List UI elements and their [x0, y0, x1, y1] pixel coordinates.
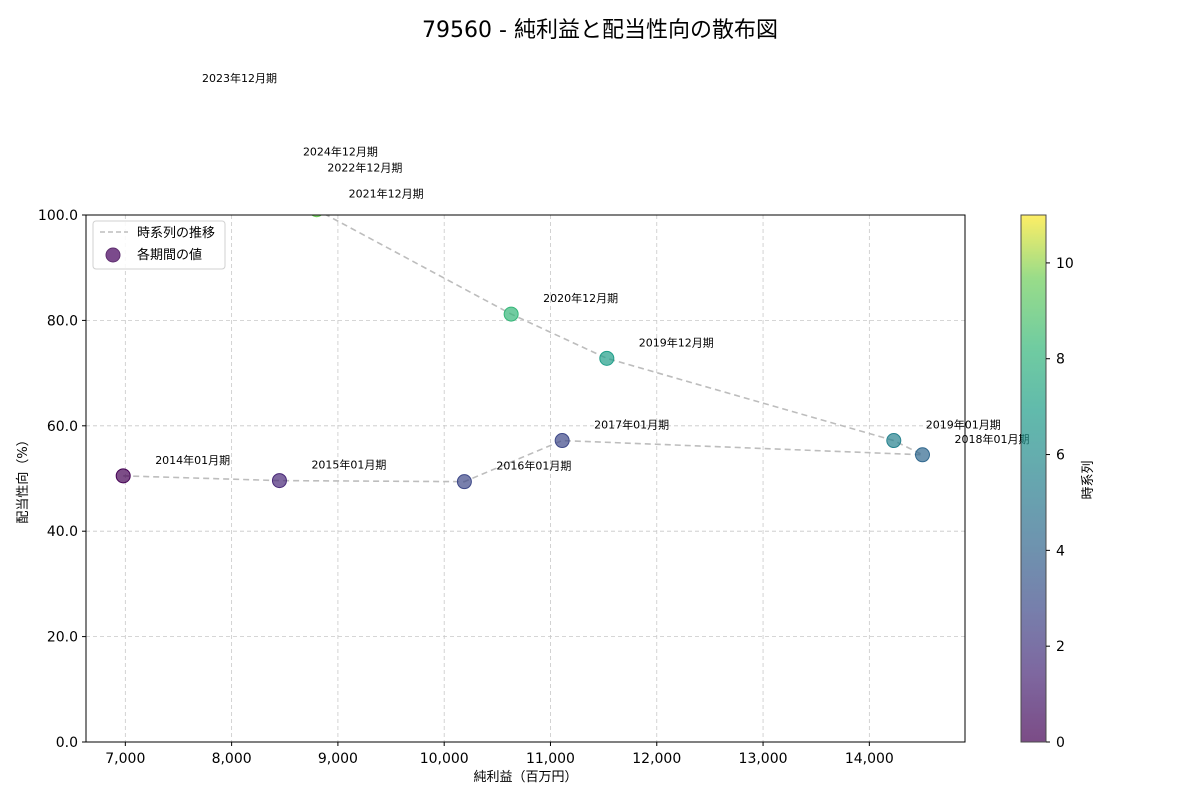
data-point [599, 350, 615, 366]
legend-marker-icon [105, 247, 121, 263]
trend-line [123, 215, 923, 483]
colorbar-tick-label: 4 [1056, 543, 1065, 559]
legend-box [92, 220, 226, 270]
legend-entry-trend: 時系列の推移 [137, 226, 215, 241]
y-tick-label: 40.0 [47, 524, 78, 540]
y-tick-label: 80.0 [47, 313, 78, 329]
point-label: 2019年01月期 [926, 418, 1001, 432]
data-series [115, 87, 930, 490]
colorbar-tick-label: 2 [1056, 639, 1065, 655]
colorbar-tick-label: 10 [1056, 256, 1074, 272]
x-tick-label: 10,000 [420, 751, 469, 767]
point-label: 2017年01月期 [594, 418, 669, 432]
y-tick-label: 100.0 [38, 208, 78, 224]
x-axis-label: 純利益（百万円） [473, 770, 577, 785]
point-label: 2016年01月期 [496, 459, 571, 473]
data-point [456, 474, 472, 490]
x-tick-label: 11,000 [526, 751, 575, 767]
colorbar-tick-label: 6 [1056, 448, 1065, 464]
point-label: 2018年01月期 [954, 432, 1029, 446]
colorbar: 0 2 4 6 8 10 時系列 [1020, 214, 1096, 751]
x-tick-label: 12,000 [632, 751, 681, 767]
point-label: 2015年01月期 [311, 458, 386, 472]
y-tick-label: 0.0 [56, 735, 78, 751]
data-point [886, 433, 902, 449]
x-tick-label: 13,000 [739, 751, 788, 767]
point-label: 2014年01月期 [155, 453, 230, 467]
x-tick-label: 14,000 [845, 751, 894, 767]
x-tick-label: 7,000 [105, 751, 145, 767]
colorbar-label: 時系列 [1081, 460, 1096, 499]
point-label: 2022年12月期 [327, 160, 402, 174]
data-point [271, 473, 287, 489]
colorbar-gradient [1020, 214, 1047, 743]
data-point [554, 433, 570, 449]
point-label: 2024年12月期 [303, 145, 378, 159]
point-labels: 2014年01月期 2015年01月期 2016年01月期 2017年01月期 2018… [155, 71, 1029, 473]
colorbar-tick-label: 8 [1056, 352, 1065, 368]
data-point [163, 87, 177, 101]
data-point [503, 306, 519, 322]
point-label: 2020年12月期 [543, 291, 618, 305]
x-tick-label: 8,000 [212, 751, 252, 767]
plot-frame [85, 214, 966, 743]
legend-entry-points: 各期間の値 [137, 247, 202, 263]
y-tick-label: 60.0 [47, 419, 78, 435]
grid-lines [86, 214, 965, 743]
y-axis-label: 配当性向（%） [15, 433, 31, 523]
point-label: 2021年12月期 [349, 187, 424, 201]
point-label: 2023年12月期 [202, 71, 277, 85]
axes: 7,000 8,000 9,000 10,000 11,000 12,000 13,000 1… [15, 208, 894, 785]
chart-title: 79560 - 純利益と配当性向の散布図 [422, 18, 778, 43]
legend: 時系列の推移 各期間の値 [92, 220, 226, 270]
colorbar-tick-label: 0 [1056, 735, 1065, 751]
data-point [288, 176, 302, 190]
data-point [115, 468, 131, 484]
y-tick-label: 20.0 [47, 630, 78, 646]
data-point [914, 447, 930, 463]
point-label: 2019年12月期 [639, 335, 714, 349]
x-tick-label: 9,000 [318, 751, 358, 767]
data-point [264, 161, 278, 175]
